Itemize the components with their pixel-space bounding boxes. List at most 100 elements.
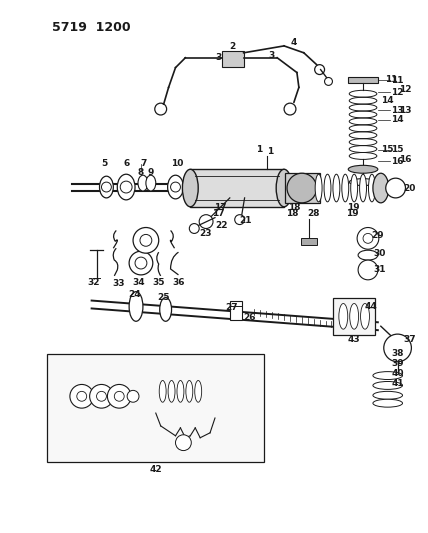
- Ellipse shape: [373, 382, 402, 390]
- Text: 1: 1: [256, 145, 262, 154]
- Text: 11: 11: [391, 76, 404, 85]
- Text: 11: 11: [385, 75, 398, 84]
- Text: 16: 16: [399, 155, 412, 164]
- Circle shape: [384, 334, 411, 362]
- Circle shape: [235, 215, 244, 224]
- Circle shape: [77, 391, 87, 401]
- Text: 32: 32: [87, 278, 100, 287]
- Text: 17: 17: [211, 209, 224, 218]
- Bar: [333, 297, 375, 335]
- Text: 3: 3: [268, 51, 274, 60]
- Text: 30: 30: [374, 249, 386, 257]
- Text: 15: 15: [381, 145, 394, 154]
- Text: 31: 31: [374, 265, 386, 274]
- Circle shape: [107, 384, 131, 408]
- Circle shape: [175, 435, 191, 450]
- Text: 37: 37: [403, 335, 416, 344]
- Text: 34: 34: [133, 278, 145, 287]
- Circle shape: [386, 178, 405, 198]
- Ellipse shape: [117, 174, 135, 200]
- Text: 20: 20: [403, 183, 416, 192]
- Text: 14: 14: [381, 96, 394, 104]
- Ellipse shape: [373, 399, 402, 407]
- Text: 18: 18: [288, 203, 300, 212]
- Text: 43: 43: [348, 335, 360, 344]
- Circle shape: [363, 233, 373, 243]
- Text: 18: 18: [286, 209, 298, 218]
- Ellipse shape: [168, 175, 184, 199]
- Circle shape: [135, 257, 147, 269]
- Ellipse shape: [350, 303, 359, 329]
- Ellipse shape: [276, 169, 292, 207]
- Text: 28: 28: [307, 209, 320, 218]
- Ellipse shape: [129, 292, 143, 321]
- Circle shape: [114, 391, 124, 401]
- Ellipse shape: [138, 175, 148, 191]
- Ellipse shape: [159, 381, 166, 402]
- Text: 13: 13: [391, 106, 404, 115]
- Text: 42: 42: [149, 465, 162, 474]
- Circle shape: [127, 390, 139, 402]
- Text: 25: 25: [158, 293, 170, 302]
- Bar: [47, 354, 265, 463]
- Text: 40: 40: [391, 369, 404, 378]
- Text: 14: 14: [391, 116, 404, 124]
- Bar: [222, 51, 244, 67]
- Text: 9: 9: [148, 168, 154, 177]
- Text: 35: 35: [152, 278, 165, 287]
- Text: 5: 5: [101, 159, 107, 168]
- Text: 2: 2: [230, 43, 236, 51]
- Text: 13: 13: [399, 106, 412, 115]
- Ellipse shape: [361, 310, 375, 334]
- Ellipse shape: [360, 174, 366, 202]
- Text: 29: 29: [372, 231, 384, 240]
- Bar: [285, 173, 320, 203]
- Bar: [230, 301, 242, 320]
- Circle shape: [358, 260, 378, 280]
- Ellipse shape: [360, 303, 369, 329]
- Circle shape: [129, 251, 153, 275]
- Ellipse shape: [351, 174, 358, 202]
- Ellipse shape: [339, 303, 348, 329]
- Text: 12: 12: [399, 85, 412, 94]
- Text: 4: 4: [291, 38, 297, 47]
- Circle shape: [133, 228, 159, 253]
- Ellipse shape: [146, 175, 156, 191]
- Circle shape: [97, 391, 107, 401]
- Ellipse shape: [349, 179, 377, 185]
- Text: 41: 41: [391, 379, 404, 388]
- Ellipse shape: [99, 176, 113, 198]
- Ellipse shape: [333, 174, 340, 202]
- Text: 23: 23: [199, 229, 211, 238]
- Text: 7: 7: [141, 159, 147, 168]
- Ellipse shape: [358, 250, 378, 260]
- Text: 8: 8: [138, 168, 144, 177]
- Ellipse shape: [373, 391, 402, 399]
- Circle shape: [101, 182, 111, 192]
- Ellipse shape: [186, 381, 193, 402]
- Text: 12: 12: [391, 88, 404, 97]
- Text: 21: 21: [239, 216, 252, 225]
- Ellipse shape: [168, 381, 175, 402]
- Ellipse shape: [177, 381, 184, 402]
- Text: 3: 3: [216, 53, 222, 62]
- Ellipse shape: [324, 174, 331, 202]
- Circle shape: [171, 182, 181, 192]
- Text: 16: 16: [391, 157, 404, 166]
- Ellipse shape: [348, 165, 378, 173]
- Circle shape: [140, 235, 152, 246]
- Circle shape: [357, 228, 379, 249]
- Ellipse shape: [342, 174, 349, 202]
- Text: 44: 44: [365, 302, 377, 311]
- Text: 36: 36: [172, 278, 185, 287]
- Text: 33: 33: [112, 279, 125, 288]
- Text: 22: 22: [216, 221, 228, 230]
- Circle shape: [189, 223, 199, 233]
- Ellipse shape: [182, 169, 198, 207]
- Ellipse shape: [373, 173, 389, 203]
- Text: 26: 26: [243, 313, 256, 322]
- Circle shape: [70, 384, 94, 408]
- Ellipse shape: [195, 381, 202, 402]
- Text: 39: 39: [391, 359, 404, 368]
- Circle shape: [199, 215, 213, 229]
